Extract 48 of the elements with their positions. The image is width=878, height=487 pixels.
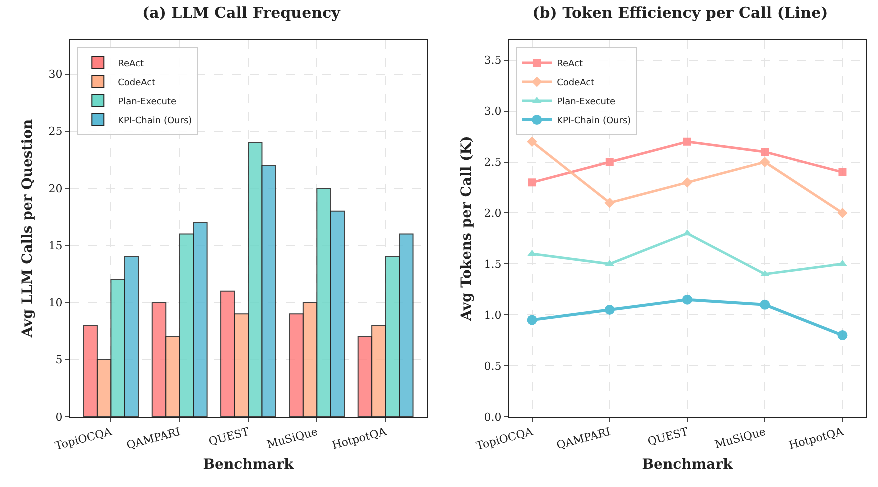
- point: [684, 138, 692, 146]
- point: [760, 157, 770, 168]
- y-axis-title: Avg LLM Calls per Question: [20, 119, 36, 339]
- y-tick-label: 3.0: [484, 105, 502, 118]
- y-tick-label: 25: [48, 125, 63, 138]
- chart-title: (a) LLM Call Frequency: [142, 4, 342, 22]
- chart-title: (b) Token Efficiency per Call (Line): [532, 4, 828, 22]
- point: [604, 198, 616, 208]
- y-tick-label: 1.5: [484, 258, 502, 272]
- point: [838, 168, 847, 176]
- point: [527, 136, 538, 148]
- y-tick-label: 15: [48, 239, 63, 252]
- y-tick-label: 30: [48, 68, 63, 82]
- y-tick-label: 10: [48, 296, 63, 310]
- y-tick-label: 5: [56, 354, 63, 367]
- x-tick-label: QUEST: [208, 425, 252, 449]
- y-tick-label: 1.0: [484, 308, 502, 322]
- y-tick-label: 0: [56, 410, 63, 424]
- legend-label: Plan-Execute: [118, 98, 177, 108]
- point: [604, 305, 615, 316]
- point: [760, 300, 770, 310]
- y-tick-label: 2.0: [484, 207, 502, 220]
- legend-label: ReAct: [557, 60, 584, 70]
- point: [761, 148, 770, 156]
- point: [528, 178, 536, 187]
- y-tick-label: 3.5: [484, 54, 502, 68]
- point: [838, 330, 848, 340]
- legend-label: CodeAct: [118, 78, 156, 89]
- y-tick-label: 0.5: [484, 360, 502, 373]
- x-axis-title: Benchmark: [642, 457, 734, 473]
- point: [838, 208, 848, 218]
- legend-label: ReAct: [118, 60, 144, 70]
- point: [682, 177, 693, 188]
- x-tick-label: MuSiQue: [266, 425, 320, 452]
- y-tick-label: 2.5: [484, 156, 502, 170]
- legend-label: KPI-Chain (Ours): [557, 116, 632, 127]
- x-tick-label: MuSiQue: [714, 425, 768, 452]
- y-tick-label: 0.0: [484, 410, 502, 424]
- point: [606, 158, 614, 166]
- point: [682, 294, 692, 305]
- legend-label: Plan-Execute: [557, 98, 616, 108]
- y-axis-title: Avg Tokens per Call (K): [459, 136, 475, 322]
- x-tick-label: QUEST: [646, 425, 690, 449]
- x-axis-title: Benchmark: [203, 457, 294, 473]
- legend-label: CodeAct: [557, 78, 596, 89]
- point: [527, 315, 538, 326]
- y-tick-label: 20: [48, 182, 63, 196]
- legend-label: KPI-Chain (Ours): [118, 116, 192, 127]
